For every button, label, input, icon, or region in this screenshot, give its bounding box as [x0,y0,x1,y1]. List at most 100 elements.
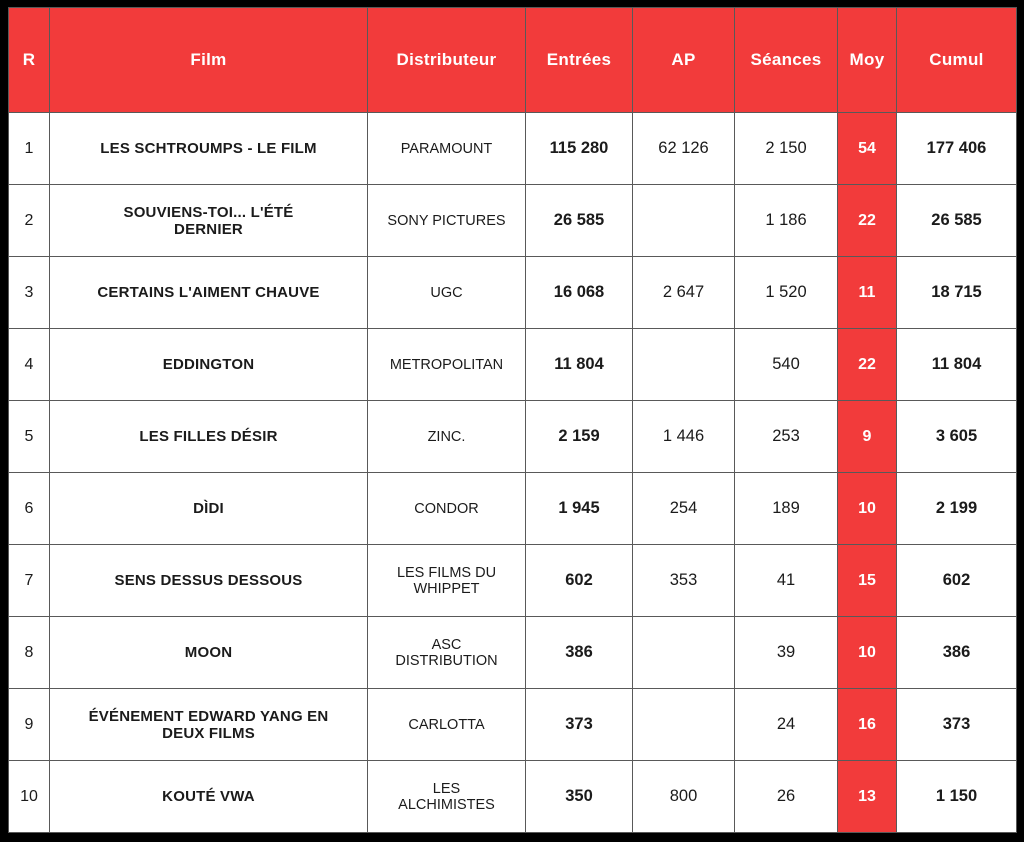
cell-cumul: 3 605 [896,400,1017,473]
cell-entries: 11 804 [525,328,633,401]
cell-moy: 16 [837,688,897,761]
header-row: R Film Distributeur Entrées AP Séances Moy Cumu… [8,7,1017,113]
table-row: 8 MOON ASC DISTRIBUTION 386 39 10 386 [8,616,1017,689]
cell-cumul: 1 150 [896,760,1017,833]
table-row: 6 DÌDI CONDOR 1 945 254 189 10 2 199 [8,472,1017,545]
cell-cumul: 26 585 [896,184,1017,257]
column-header-moy: Moy [837,7,897,113]
cell-rank: 6 [8,472,50,545]
cell-ap: 62 126 [632,112,735,185]
cell-film: ÉVÉNEMENT EDWARD YANG EN DEUX FILMS [49,688,368,761]
cell-ap [632,328,735,401]
table-row: 4 EDDINGTON METROPOLITAN 11 804 540 22 11 804 [8,328,1017,401]
boxoffice-table: R Film Distributeur Entrées AP Séances Moy Cumu… [8,7,1017,833]
cell-seances: 39 [734,616,838,689]
cell-ap: 800 [632,760,735,833]
cell-distributor: UGC [367,256,526,329]
cell-distributor: ASC DISTRIBUTION [367,616,526,689]
cell-seances: 540 [734,328,838,401]
column-header-seances: Séances [734,7,838,113]
cell-seances: 1 520 [734,256,838,329]
cell-moy: 13 [837,760,897,833]
cell-distributor: PARAMOUNT [367,112,526,185]
cell-distributor: ZINC. [367,400,526,473]
cell-film: EDDINGTON [49,328,368,401]
cell-distributor: CARLOTTA [367,688,526,761]
cell-film: SOUVIENS-TOI... L'ÉTÉ DERNIER [49,184,368,257]
cell-cumul: 177 406 [896,112,1017,185]
cell-moy: 22 [837,184,897,257]
cell-seances: 2 150 [734,112,838,185]
cell-rank: 10 [8,760,50,833]
cell-film: CERTAINS L'AIMENT CHAUVE [49,256,368,329]
cell-ap: 2 647 [632,256,735,329]
cell-film: SENS DESSUS DESSOUS [49,544,368,617]
cell-moy: 54 [837,112,897,185]
column-header-rank: R [8,7,50,113]
cell-entries: 1 945 [525,472,633,545]
cell-moy: 10 [837,472,897,545]
cell-seances: 24 [734,688,838,761]
cell-rank: 9 [8,688,50,761]
cell-entries: 373 [525,688,633,761]
cell-seances: 189 [734,472,838,545]
cell-ap: 353 [632,544,735,617]
cell-moy: 15 [837,544,897,617]
column-header-entries: Entrées [525,7,633,113]
table-row: 10 KOUTÉ VWA LES ALCHIMISTES 350 800 26 13 1 15… [8,760,1017,833]
cell-moy: 22 [837,328,897,401]
cell-entries: 350 [525,760,633,833]
cell-distributor: CONDOR [367,472,526,545]
cell-ap [632,184,735,257]
cell-ap: 254 [632,472,735,545]
cell-distributor: METROPOLITAN [367,328,526,401]
cell-ap [632,616,735,689]
cell-film: LES FILLES DÉSIR [49,400,368,473]
table-row: 2 SOUVIENS-TOI... L'ÉTÉ DERNIER SONY PICTU… [8,184,1017,257]
cell-film: MOON [49,616,368,689]
column-header-ap: AP [632,7,735,113]
cell-moy: 9 [837,400,897,473]
cell-entries: 2 159 [525,400,633,473]
cell-moy: 10 [837,616,897,689]
cell-moy: 11 [837,256,897,329]
cell-rank: 8 [8,616,50,689]
cell-seances: 26 [734,760,838,833]
cell-rank: 1 [8,112,50,185]
cell-cumul: 602 [896,544,1017,617]
cell-film: DÌDI [49,472,368,545]
table-row: 7 SENS DESSUS DESSOUS LES FILMS DU WHIPPET… [8,544,1017,617]
table-row: 1 LES SCHTROUMPS - LE FILM PARAMOUNT 115 28… [8,112,1017,185]
cell-rank: 3 [8,256,50,329]
cell-distributor: LES FILMS DU WHIPPET [367,544,526,617]
cell-film: LES SCHTROUMPS - LE FILM [49,112,368,185]
cell-cumul: 2 199 [896,472,1017,545]
cell-rank: 2 [8,184,50,257]
cell-ap: 1 446 [632,400,735,473]
cell-entries: 115 280 [525,112,633,185]
cell-distributor: SONY PICTURES [367,184,526,257]
column-header-film: Film [49,7,368,113]
column-header-cumul: Cumul [896,7,1017,113]
cell-rank: 5 [8,400,50,473]
cell-film: KOUTÉ VWA [49,760,368,833]
cell-rank: 7 [8,544,50,617]
table-row: 3 CERTAINS L'AIMENT CHAUVE UGC 16 068 2 647 1… [8,256,1017,329]
cell-entries: 602 [525,544,633,617]
cell-seances: 253 [734,400,838,473]
table-row: 5 LES FILLES DÉSIR ZINC. 2 159 1 446 253 9 3 60… [8,400,1017,473]
cell-ap [632,688,735,761]
column-header-distributor: Distributeur [367,7,526,113]
cell-cumul: 11 804 [896,328,1017,401]
cell-entries: 386 [525,616,633,689]
cell-entries: 16 068 [525,256,633,329]
cell-cumul: 373 [896,688,1017,761]
cell-cumul: 18 715 [896,256,1017,329]
cell-rank: 4 [8,328,50,401]
cell-distributor: LES ALCHIMISTES [367,760,526,833]
cell-entries: 26 585 [525,184,633,257]
cell-seances: 1 186 [734,184,838,257]
cell-seances: 41 [734,544,838,617]
table-row: 9 ÉVÉNEMENT EDWARD YANG EN DEUX FILMS CARL… [8,688,1017,761]
